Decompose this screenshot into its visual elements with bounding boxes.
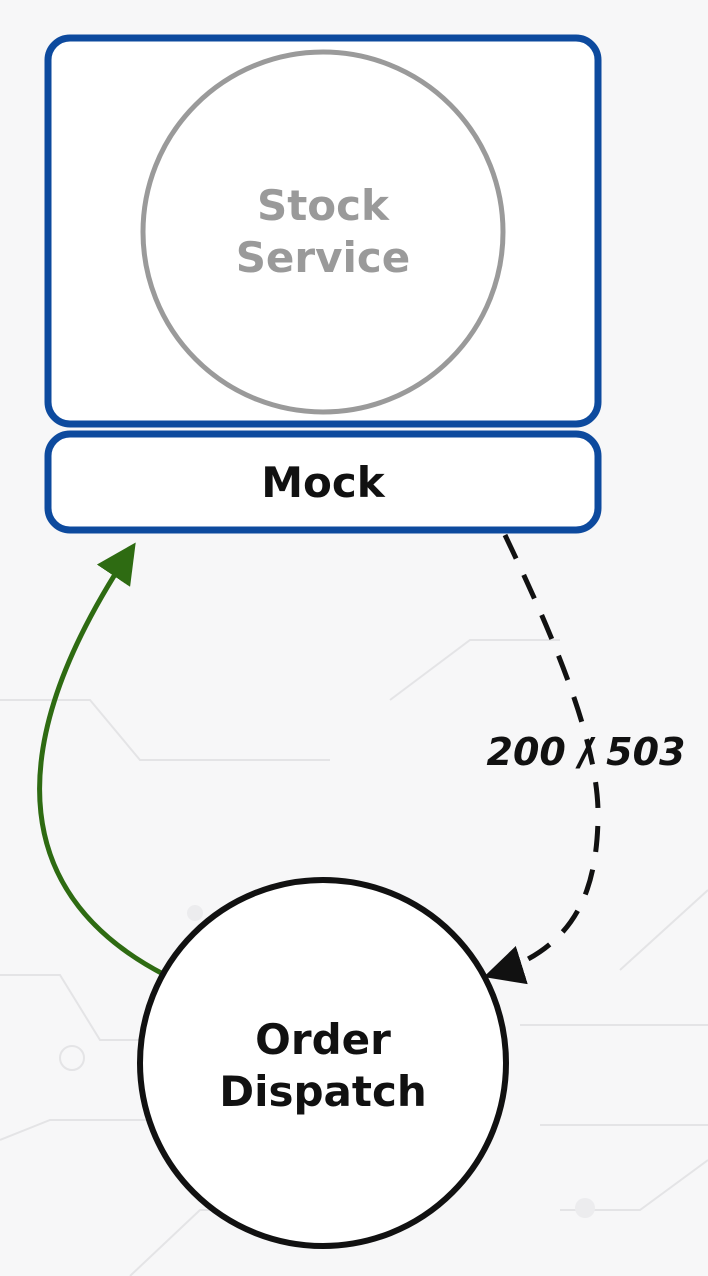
mock-box <box>44 430 602 534</box>
stock-service-circle <box>140 49 506 415</box>
response-status-label: 200 / 503 <box>487 730 686 774</box>
order-dispatch-label-line2: Dispatch <box>219 1067 427 1116</box>
order-dispatch-label-line1: Order <box>255 1015 391 1064</box>
stock-service-label-line1: Stock <box>257 181 390 230</box>
response-arrow <box>483 533 601 985</box>
stock-service-label-line2: Service <box>236 233 411 282</box>
order-dispatch-circle <box>137 877 509 1249</box>
mock-label: Mock <box>261 458 386 507</box>
request-arrow <box>37 542 167 978</box>
